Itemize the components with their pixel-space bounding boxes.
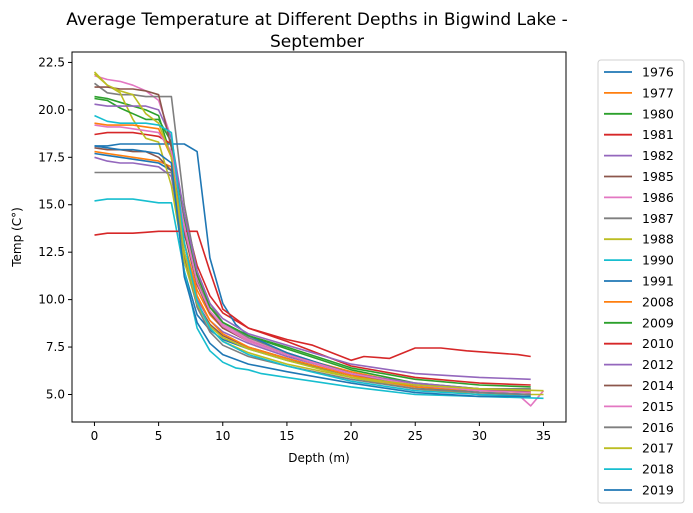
legend-label-1990: 1990 [642, 253, 674, 268]
plot-area-frame [71, 51, 567, 423]
legend-label-1977: 1977 [642, 85, 674, 100]
legend-label-1988: 1988 [642, 232, 674, 247]
x-tick-label: 0 [91, 429, 99, 443]
x-axis-label: Depth (m) [288, 451, 349, 465]
legend-label-2008: 2008 [642, 294, 674, 309]
legend-label-2016: 2016 [642, 420, 674, 435]
y-tick-label: 17.5 [38, 150, 65, 164]
chart-title-line-2: September [270, 32, 364, 52]
legend-label-2010: 2010 [642, 336, 674, 351]
y-axis-label: Temp (C°) [10, 207, 24, 268]
legend-label-1982: 1982 [642, 148, 674, 163]
legend-label-2019: 2019 [642, 483, 674, 498]
series-layer [93, 71, 545, 407]
series-line-1988 [93, 73, 544, 396]
x-tick-label: 30 [472, 429, 487, 443]
series-line-2009 [94, 97, 531, 388]
legend: 1976 1977 1980 1981 1982 1985 1986 1987 1988 1990… [597, 59, 685, 504]
legend-label-1991: 1991 [642, 274, 674, 289]
y-tick-label: 12.5 [38, 245, 65, 259]
x-tick-label: 25 [408, 429, 423, 443]
x-tick-label: 15 [279, 429, 294, 443]
legend-label-2012: 2012 [642, 357, 674, 372]
y-tick-label: 5.0 [46, 387, 65, 401]
x-tick-label: 10 [215, 429, 230, 443]
series-line-2010 [94, 230, 531, 362]
y-tick-label: 10.0 [38, 293, 65, 307]
axes-layer [71, 51, 567, 423]
legend-label-2018: 2018 [642, 462, 674, 477]
series-line-2012 [94, 103, 531, 381]
legend-frame [597, 59, 685, 504]
y-tick-label: 20.0 [38, 103, 65, 117]
legend-label-1981: 1981 [642, 127, 674, 142]
y-tick-label: 7.5 [46, 340, 65, 354]
series-line-2018 [94, 114, 531, 398]
legend-label-1976: 1976 [642, 65, 674, 80]
chart-title-line-1: Average Temperature at Different Depths … [66, 10, 568, 30]
y-tick-label: 15.0 [38, 198, 65, 212]
legend-label-2009: 2009 [642, 315, 674, 330]
legend-label-1986: 1986 [642, 190, 674, 205]
legend-label-2017: 2017 [642, 441, 674, 456]
series-line-1980 [94, 95, 531, 392]
series-line-1976 [94, 152, 531, 396]
legend-label-1985: 1985 [642, 169, 674, 184]
x-tick-label: 5 [155, 429, 163, 443]
legend-label-1980: 1980 [642, 106, 674, 121]
series-line-2019 [94, 145, 531, 398]
series-line-2015 [94, 124, 531, 394]
x-axis-ticks: 0 5 10 15 20 25 30 35 [91, 422, 551, 443]
y-axis-ticks: 5.0 7.5 10.0 12.5 15.0 17.5 20.0 22.5 [38, 55, 72, 401]
series-line-1990 [94, 198, 544, 400]
y-tick-label: 22.5 [38, 55, 65, 69]
legend-label-2015: 2015 [642, 399, 674, 414]
legend-label-2014: 2014 [642, 378, 674, 393]
series-line-2017 [93, 71, 544, 392]
legend-label-1987: 1987 [642, 211, 674, 226]
series-line-1981 [94, 131, 531, 386]
x-tick-label: 35 [536, 429, 551, 443]
x-tick-label: 20 [343, 429, 358, 443]
series-line-1987 [94, 82, 531, 390]
series-line-2016 [94, 171, 531, 396]
